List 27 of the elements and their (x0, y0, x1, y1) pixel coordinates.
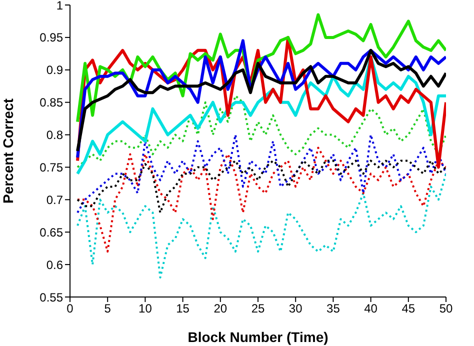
line-series (76, 172, 446, 279)
x-tick-label: 35 (326, 302, 340, 316)
y-tick-label: 0.95 (40, 30, 64, 45)
line-series (76, 94, 446, 168)
x-tick-label: 50 (439, 302, 453, 316)
x-tick-label: 10 (138, 302, 152, 316)
y-tick-label: 0.7 (46, 192, 64, 207)
x-tick-label: 0 (66, 302, 74, 316)
y-tick-label: 1 (56, 0, 64, 12)
x-axis-title: Block Number (Time) (188, 329, 328, 345)
x-tick-label: 5 (104, 302, 112, 316)
x-tick-label: 30 (288, 302, 303, 316)
y-tick-label: 0.55 (40, 290, 64, 304)
x-tick-label: 45 (402, 302, 416, 316)
x-tick-label: 15 (176, 302, 190, 316)
y-tick-label: 0.85 (40, 96, 64, 110)
line-series (76, 134, 446, 214)
y-axis-title: Percent Correct (0, 98, 16, 204)
line-series (76, 160, 446, 214)
x-tick-label: 40 (364, 302, 378, 316)
y-tick-label: 0.6 (46, 258, 64, 272)
y-tick-label: 0.8 (46, 128, 64, 142)
y-tick-label: 0.65 (40, 225, 64, 240)
y-tick-label: 0.9 (46, 63, 64, 78)
x-tick-label: 20 (214, 302, 228, 316)
y-tick-label: 0.75 (40, 160, 64, 174)
x-tick-label: 25 (251, 302, 265, 316)
